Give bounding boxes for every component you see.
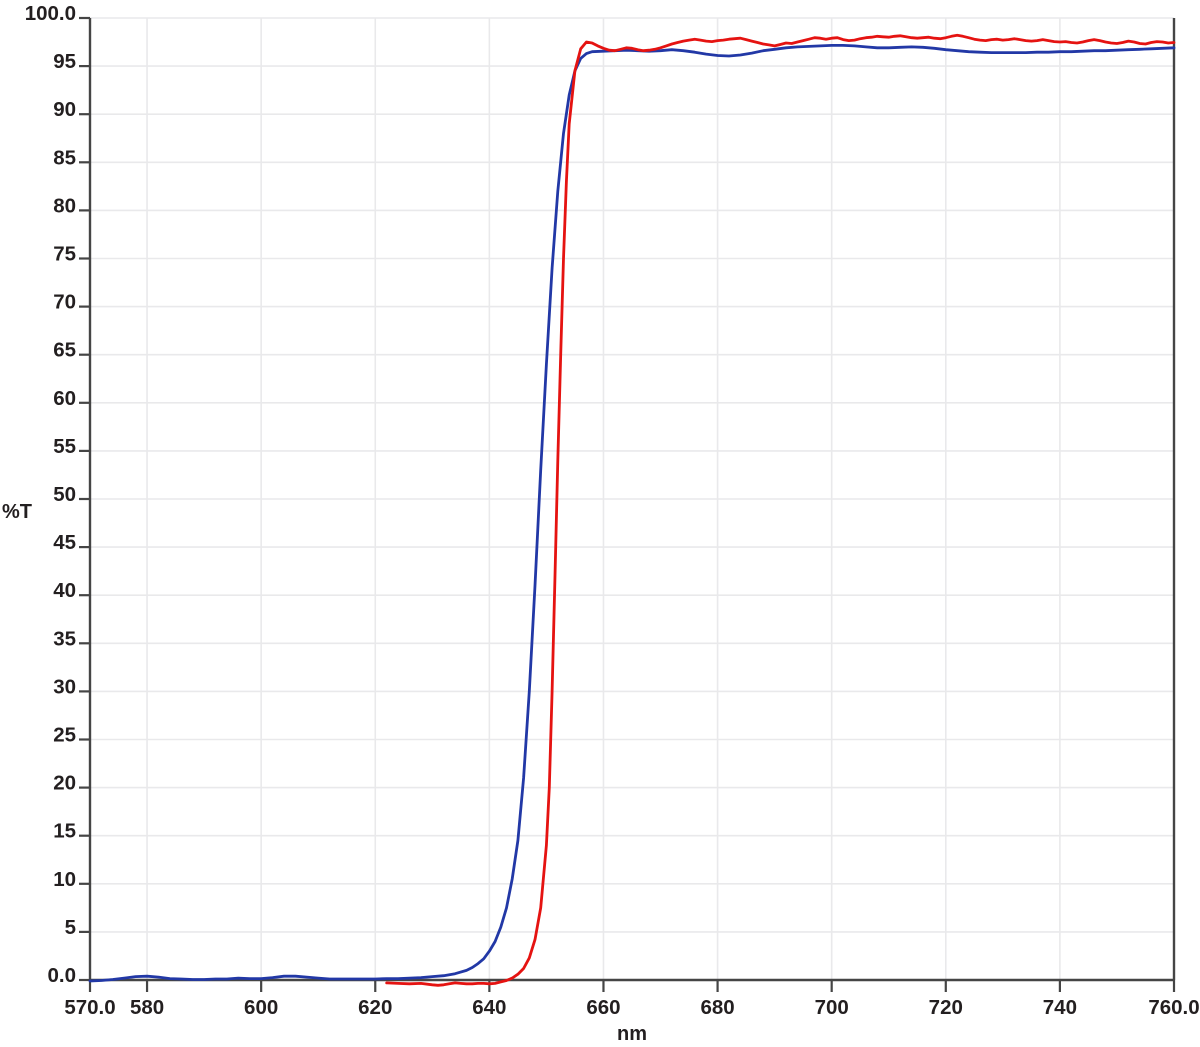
y-tick-label: 45 <box>53 531 76 554</box>
y-tick-label: 5 <box>65 916 76 939</box>
x-tick-label: 680 <box>700 996 734 1019</box>
y-tick-label: 40 <box>53 579 76 602</box>
x-tick-label: 700 <box>815 996 849 1019</box>
y-tick-labels: 0.0 5 10 15 20 25 30 35 40 45 50 55 60 65 70 75 80 85 90 95… <box>25 2 76 987</box>
y-tick-label: 35 <box>53 627 76 650</box>
y-tick-label: 15 <box>53 820 76 843</box>
y-tick-label: 90 <box>53 98 76 121</box>
gridlines <box>90 17 1174 980</box>
y-tick-label: 30 <box>53 675 76 698</box>
x-tick-label: 640 <box>472 996 506 1019</box>
red-trace <box>385 33 1176 987</box>
x-tick-label: 760.0 <box>1148 996 1199 1019</box>
x-tick-label: 740 <box>1043 996 1077 1019</box>
y-axis-title: %T <box>2 501 32 523</box>
y-tick-label: 75 <box>53 243 76 266</box>
blue-trace <box>88 44 1176 983</box>
y-tick-label: 20 <box>53 772 76 795</box>
x-tick-label: 620 <box>358 996 392 1019</box>
x-tick-label: 580 <box>130 996 164 1019</box>
y-tick-label: 85 <box>53 146 76 169</box>
y-tick-label: 65 <box>53 339 76 362</box>
y-tick-label: 0.0 <box>48 964 77 987</box>
y-tick-label: 55 <box>53 435 76 458</box>
x-axis-title: nm <box>617 1023 647 1045</box>
x-tick-label: 600 <box>244 996 278 1019</box>
x-tick-labels: 570.0 580 600 620 640 660 680 700 720 740 760.0 <box>64 996 1199 1019</box>
axis-ticks <box>79 16 1176 992</box>
y-tick-label: 25 <box>53 724 76 747</box>
y-tick-label: 80 <box>53 194 76 217</box>
y-tick-label: 70 <box>53 291 76 314</box>
y-tick-label: 60 <box>53 387 76 410</box>
x-tick-label: 570.0 <box>64 996 115 1019</box>
y-tick-label: 10 <box>53 868 76 891</box>
y-tick-label: 50 <box>53 483 76 506</box>
y-tick-label: 95 <box>53 50 76 73</box>
y-tick-label: 100.0 <box>25 2 76 25</box>
data-traces <box>88 33 1176 987</box>
x-tick-label: 720 <box>929 996 963 1019</box>
x-tick-label: 660 <box>586 996 620 1019</box>
